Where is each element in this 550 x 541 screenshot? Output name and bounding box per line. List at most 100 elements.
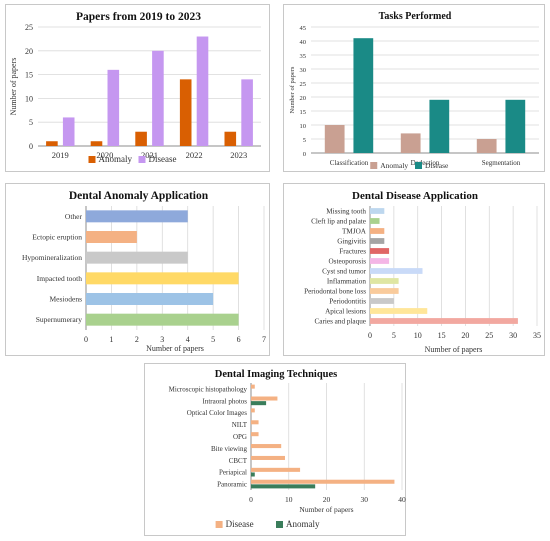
y-category-label: Cleft lip and palate [311, 218, 366, 226]
y-tick-label: 0 [303, 151, 306, 158]
bar-anomaly-periapical [251, 472, 255, 477]
legend-swatch-anomaly [370, 162, 378, 169]
bar-periodontal-bone-loss [370, 288, 399, 294]
x-tick-label: 5 [211, 335, 215, 344]
x-tick-label: 1 [109, 335, 113, 344]
bar-cleft-lip-and-palate [370, 218, 380, 224]
y-category-label: Caries and plaque [315, 318, 367, 326]
y-tick-label: 35 [300, 53, 307, 60]
y-axis-label: Number of papers [289, 66, 296, 113]
y-category-label: Fractures [339, 248, 366, 256]
bar-disease-2022 [196, 36, 209, 146]
legend-label-disease: Disease [425, 161, 449, 170]
bar-disease-2019 [62, 117, 75, 146]
x-tick-label: 2 [135, 335, 139, 344]
y-category-label: TMJOA [342, 228, 367, 236]
bar-disease-classification [353, 38, 374, 154]
x-tick-label: 7 [262, 335, 266, 344]
bar-disease-periapical [251, 467, 301, 472]
y-tick-label: 0 [29, 142, 33, 151]
x-category-label: 2019 [52, 150, 69, 160]
y-category-label: Panoramic [217, 481, 247, 489]
bar-gingivitis [370, 238, 385, 244]
y-category-label: NILT [232, 421, 248, 429]
y-tick-label: 25 [300, 81, 307, 88]
legend-label-anomaly: Anomaly [99, 154, 133, 164]
bar-apical-lesions [370, 308, 428, 314]
y-axis-label: Number of papers [9, 58, 18, 116]
chart-dental-disease-application: Dental Disease Application 0 5 10 15 20 25 30 35… [304, 190, 541, 354]
bar-fractures [370, 248, 390, 254]
bar-disease-cbct [251, 455, 285, 460]
bar-ectopic-eruption [86, 231, 137, 243]
bar-periodontitis [370, 298, 394, 304]
y-tick-label: 15 [300, 109, 307, 116]
y-tick-label: 15 [25, 71, 33, 80]
panel-papers-by-year: Papers from 2019 to 2023 0 5 10 15 20 25 Number… [5, 4, 270, 172]
bar-anomaly-intraoral-photos [251, 401, 267, 406]
bar-disease-nilt [251, 420, 259, 425]
bar-hypomineralization [86, 251, 188, 264]
chart-title: Dental Disease Application [352, 190, 478, 202]
bar-disease-microscopic-histopathology [251, 384, 255, 389]
bar-disease-2023 [241, 79, 253, 146]
y-category-label: CBCT [229, 457, 248, 465]
panel-dental-disease-application: Dental Disease Application 0 5 10 15 20 25 30 35… [283, 183, 545, 356]
y-category-label: Cyst snd tumor [322, 268, 367, 276]
bar-disease-segmentation [505, 99, 526, 153]
bar-disease-2021 [152, 50, 164, 146]
bar-anomaly-dedection [400, 133, 421, 153]
x-tick-label: 20 [461, 331, 469, 340]
bar-anomaly-classification [324, 125, 345, 153]
bar-anomaly-2019 [46, 141, 58, 146]
panel-dental-imaging-techniques: Dental Imaging Techniques 0 10 20 30 40 Number… [144, 363, 406, 536]
x-tick-label: 10 [285, 495, 293, 504]
legend-swatch-disease [415, 162, 422, 169]
x-tick-label: 6 [237, 335, 241, 344]
x-category-label: 2022 [186, 150, 203, 160]
x-tick-label: 25 [485, 331, 493, 340]
bar-cyst-snd-tumor [370, 268, 423, 274]
bar-supernumerary [86, 313, 239, 326]
y-category-label: Bite viewing [211, 445, 247, 453]
bar-inflammation [370, 278, 399, 284]
y-tick-label: 5 [29, 118, 33, 127]
legend-swatch-anomaly [88, 156, 96, 163]
y-category-label: Mesiodens [50, 295, 83, 304]
x-tick-label: 40 [398, 495, 406, 504]
legend-swatch-anomaly [276, 521, 283, 528]
x-tick-label: 10 [414, 331, 422, 340]
x-category-label: Classification [330, 159, 369, 167]
bar-missing-tooth [370, 208, 385, 214]
panel-dental-anomaly-application: Dental Anomaly Application 0 1 2 3 4 5 6 7 Number… [5, 183, 270, 356]
x-tick-label: 5 [392, 331, 396, 340]
y-category-label: Gingivitis [337, 238, 366, 246]
y-category-label: Ectopic eruption [32, 233, 82, 242]
x-tick-label: 30 [509, 331, 517, 340]
chart-title: Dental Anomaly Application [69, 190, 209, 202]
bar-disease-opg [251, 432, 259, 437]
x-category-label: Dedection [411, 159, 440, 167]
bar-anomaly-segmentation [476, 139, 497, 153]
x-tick-label: 0 [368, 331, 372, 340]
y-category-label: Supernumerary [36, 315, 82, 324]
bar-disease-bite-viewing [251, 444, 282, 449]
y-tick-label: 10 [25, 94, 33, 103]
bar-impacted-tooth [86, 272, 239, 285]
bar-other [86, 210, 188, 223]
x-tick-label: 4 [186, 335, 190, 344]
bar-caries-and-plaque [370, 318, 518, 324]
y-category-label: Periodontitis [329, 298, 366, 306]
y-category-label: Apical lesions [325, 308, 366, 316]
chart-title: Papers from 2019 to 2023 [76, 11, 201, 23]
y-tick-label: 20 [300, 95, 307, 102]
bar-disease-intraoral-photos [251, 396, 278, 401]
y-category-label: Osteoporosis [328, 258, 366, 266]
bar-disease-optical-color-images [251, 408, 255, 413]
x-category-label: 2021 [141, 150, 158, 160]
bar-anomaly-2020 [90, 141, 103, 146]
bar-osteoporosis [370, 258, 390, 264]
y-category-label: Hypomineralization [22, 253, 82, 262]
y-category-label: Intraoral photos [202, 397, 247, 405]
y-tick-label: 5 [303, 137, 306, 144]
